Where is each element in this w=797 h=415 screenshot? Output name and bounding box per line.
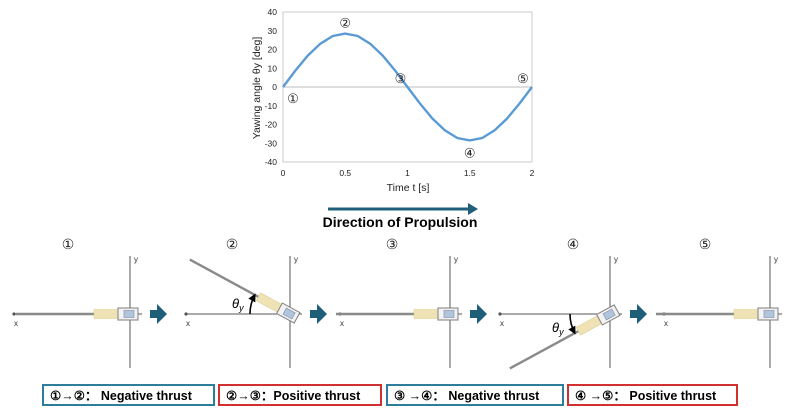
x-axis-label: Time t [s] — [387, 182, 430, 194]
x-tick-label: 0.5 — [339, 168, 351, 178]
x-tick-labels: 0 0.5 1 1.5 2 — [281, 168, 535, 178]
step-arrow — [470, 304, 487, 324]
y-axis-label: Yawing angle θy [deg] — [251, 37, 263, 140]
fin-rod — [509, 327, 585, 370]
y-tick-label: 40 — [268, 7, 278, 17]
axis-end-dot — [12, 312, 16, 316]
panel-marker: ③ — [386, 236, 399, 252]
panel-marker: ② — [226, 236, 239, 252]
x-axis-label: x — [340, 319, 344, 328]
fin-body — [509, 304, 621, 370]
panel-1: ① x y — [12, 236, 142, 368]
panel-marker: ① — [62, 236, 75, 252]
fin-rod — [189, 258, 265, 301]
y-tick-label: 10 — [268, 63, 278, 73]
motor-shaft — [123, 310, 135, 318]
fin-body — [336, 307, 459, 321]
x-axis-label: x — [500, 319, 504, 328]
series-line — [282, 32, 533, 142]
theta-subscript: y — [558, 327, 564, 337]
y-axis-label: y — [614, 255, 618, 264]
thrust-label-3: ③ →④： Negative thrust — [386, 384, 564, 406]
fin-holder — [733, 309, 761, 319]
motor-shaft — [282, 307, 296, 320]
fin-holder — [413, 309, 441, 319]
y-tick-label: -20 — [265, 120, 278, 130]
panel-marker: ④ — [567, 236, 580, 252]
y-axis-label: y — [454, 255, 458, 264]
motor-shaft — [763, 310, 775, 318]
theta-arc-arrow — [568, 313, 576, 335]
y-tick-label: 0 — [272, 82, 277, 92]
y-tick-label: 30 — [268, 26, 278, 36]
y-tick-labels: 40 30 20 10 0 -10 -20 -30 -40 — [265, 7, 278, 167]
motor-shaft — [602, 308, 616, 321]
fin-body — [189, 258, 301, 324]
x-tick-label: 2 — [530, 168, 535, 178]
propulsion-arrow — [328, 203, 478, 215]
thrust-label-4: ④ →⑤： Positive thrust — [567, 384, 738, 406]
x-tick-label: 1 — [405, 168, 410, 178]
fin-body — [656, 307, 779, 321]
panel-3: ③ x y — [336, 236, 462, 368]
annotation-marker: ① — [287, 91, 299, 106]
axis-end-dot — [498, 312, 502, 316]
axis-end-dot — [184, 312, 188, 316]
x-axis-label: x — [14, 319, 18, 328]
panel-marker: ⑤ — [699, 236, 712, 252]
step-arrow — [630, 304, 647, 324]
y-tick-label: -40 — [265, 157, 278, 167]
fin-body — [16, 307, 139, 321]
yaw-angle-chart: 40 30 20 10 0 -10 -20 -30 -40 0 0.5 1 1.5 2 ① ② ③ ④ ⑤ Ti… — [251, 7, 535, 194]
y-tick-label: 20 — [268, 45, 278, 55]
thrust-label-1: ①→②： Negative thrust — [42, 384, 215, 406]
x-axis-label: x — [664, 319, 668, 328]
x-axis-label: x — [186, 319, 190, 328]
step-arrow — [150, 304, 167, 324]
panel-5: ⑤ x y — [656, 236, 782, 368]
x-tick-label: 0 — [281, 168, 286, 178]
x-tick-label: 1.5 — [464, 168, 476, 178]
theta-subscript: y — [238, 303, 244, 313]
annotation-marker: ② — [339, 16, 351, 31]
fin-holder — [93, 309, 121, 319]
theta-label: θy — [552, 320, 564, 337]
step-arrow — [310, 304, 327, 324]
theta-label: θy — [232, 296, 244, 313]
theta-arc-arrow — [248, 293, 256, 315]
annotation-marker: ⑤ — [517, 71, 529, 86]
thrust-label-2: ②→③：Positive thrust — [218, 384, 382, 406]
y-axis-label: y — [774, 255, 778, 264]
y-axis-label: y — [294, 255, 298, 264]
curve-annotations: ① ② ③ ④ ⑤ — [287, 16, 529, 161]
y-tick-label: -30 — [265, 138, 278, 148]
y-tick-label: -10 — [265, 101, 278, 111]
y-axis-label: y — [134, 255, 138, 264]
propulsion-label: Direction of Propulsion — [322, 214, 478, 230]
annotation-marker: ④ — [464, 145, 476, 160]
motor-shaft — [443, 310, 455, 318]
annotation-marker: ③ — [395, 71, 407, 86]
